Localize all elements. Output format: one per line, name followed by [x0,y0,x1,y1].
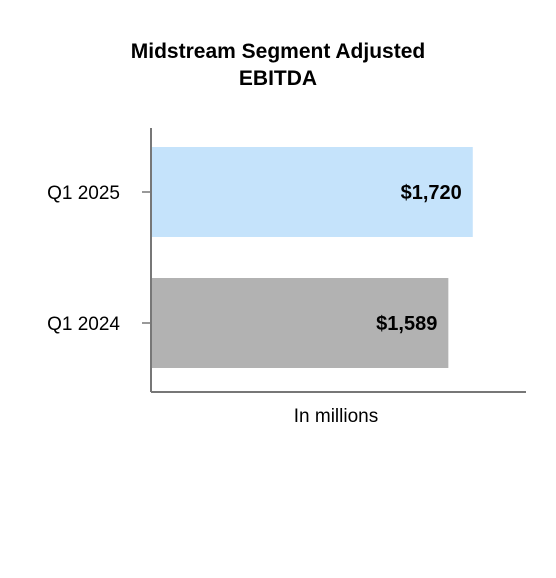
chart-title: Midstream Segment Adjusted EBITDA [0,38,556,92]
bar-1 [152,278,449,368]
y-tick-label-1: Q1 2024 [47,314,120,335]
x-axis-label: In millions [294,406,378,427]
chart-title-line-2: EBITDA [238,67,318,90]
data-label-1: $1,589 [376,313,437,335]
y-tick-label-0: Q1 2025 [47,183,120,204]
chart-title-line-1: Midstream Segment Adjusted [130,40,426,63]
bar-0 [152,147,473,237]
data-label-0: $1,720 [401,182,462,204]
bars-group [152,147,473,368]
labels-group: Q1 2025 $1,720 Q1 2024 $1,589 [47,182,462,335]
